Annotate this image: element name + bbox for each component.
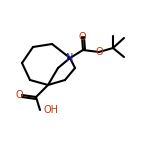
Text: N: N <box>66 53 74 63</box>
Text: O: O <box>15 90 23 100</box>
Text: O: O <box>78 32 86 42</box>
Text: OH: OH <box>44 105 59 115</box>
Text: O: O <box>95 47 103 57</box>
